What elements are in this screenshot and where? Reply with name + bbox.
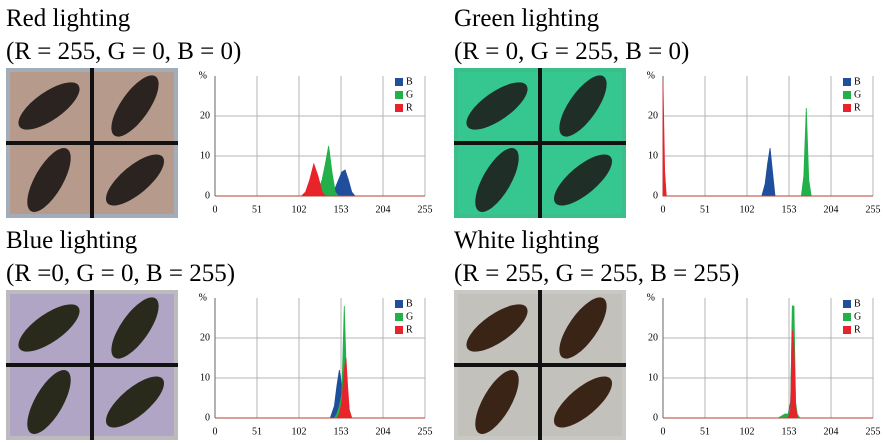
y-axis-label: % xyxy=(199,70,207,81)
y-tick-label: 0 xyxy=(653,190,658,201)
y-tick-label: 10 xyxy=(648,372,658,383)
x-tick-label: 51 xyxy=(700,204,710,215)
legend-swatch xyxy=(395,78,403,86)
legend-label: G xyxy=(406,311,413,322)
legend-label: B xyxy=(406,76,413,87)
y-tick-label: 0 xyxy=(205,412,210,423)
x-tick-label: 153 xyxy=(782,204,797,215)
panel: Red lighting(R = 255, G = 0, B = 0)01020… xyxy=(6,5,433,218)
x-tick-label: 153 xyxy=(334,204,349,215)
legend-swatch xyxy=(843,104,851,112)
y-tick-label: 20 xyxy=(200,110,210,121)
histogram-area xyxy=(663,148,873,196)
x-tick-label: 255 xyxy=(418,426,433,437)
panel: Blue lighting(R =0, G = 0, B = 255)01020… xyxy=(6,227,433,440)
legend-swatch xyxy=(395,313,403,321)
x-tick-label: 204 xyxy=(376,426,391,437)
panel-title: White lighting xyxy=(454,227,600,254)
legend-swatch xyxy=(395,104,403,112)
panel: Green lighting (R = 0, G = 255, B = 0) 0 10… xyxy=(454,5,881,218)
x-tick-label: 255 xyxy=(866,204,881,215)
x-tick-label: 204 xyxy=(824,204,839,215)
panel-subtitle: (R = 255, G = 255, B = 255) xyxy=(454,260,739,287)
legend-label: G xyxy=(854,311,861,322)
y-tick-label: 10 xyxy=(200,150,210,161)
x-tick-label: 0 xyxy=(213,204,218,215)
histogram-area xyxy=(663,322,873,418)
panel-title: Red lighting xyxy=(6,5,131,32)
histogram-area xyxy=(215,370,425,418)
legend-swatch xyxy=(395,300,403,308)
legend-label: R xyxy=(406,324,413,335)
x-tick-label: 102 xyxy=(740,204,755,215)
y-tick-label: 20 xyxy=(648,110,658,121)
panel-subtitle: (R =0, G = 0, B = 255) xyxy=(6,260,235,287)
legend-swatch xyxy=(843,326,851,334)
x-tick-label: 255 xyxy=(866,426,881,437)
photo-frame-h xyxy=(6,141,178,145)
y-axis-label: % xyxy=(199,292,207,303)
legend-label: R xyxy=(854,102,861,113)
histogram-area xyxy=(215,358,425,418)
y-tick-label: 20 xyxy=(200,332,210,343)
legend-label: G xyxy=(854,89,861,100)
legend-swatch xyxy=(843,78,851,86)
panel-subtitle: (R = 0, G = 255, B = 0) xyxy=(454,38,689,65)
x-tick-label: 51 xyxy=(252,204,262,215)
legend-label: R xyxy=(854,324,861,335)
y-tick-label: 10 xyxy=(200,372,210,383)
histogram-area xyxy=(215,164,425,196)
legend-swatch xyxy=(843,300,851,308)
panel-title: Blue lighting xyxy=(6,227,138,254)
panel: White lighting (R = 255, G = 255, B = 255… xyxy=(454,227,881,440)
x-tick-label: 204 xyxy=(824,426,839,437)
panel-subtitle: (R = 255, G = 0, B = 0) xyxy=(6,38,241,65)
y-tick-label: 10 xyxy=(648,150,658,161)
y-tick-label: 20 xyxy=(648,332,658,343)
y-axis-label: % xyxy=(647,292,655,303)
legend-swatch xyxy=(843,91,851,99)
legend-label: B xyxy=(406,298,413,309)
histogram-area xyxy=(663,306,873,418)
histogram-area xyxy=(215,306,425,418)
legend-label: B xyxy=(854,76,861,87)
x-tick-label: 255 xyxy=(418,204,433,215)
legend-label: G xyxy=(406,89,413,100)
x-tick-label: 51 xyxy=(700,426,710,437)
x-tick-label: 51 xyxy=(252,426,262,437)
y-axis-label: % xyxy=(647,70,655,81)
x-tick-label: 153 xyxy=(334,426,349,437)
y-tick-label: 0 xyxy=(205,190,210,201)
y-tick-label: 0 xyxy=(653,412,658,423)
histogram-area xyxy=(663,330,873,418)
panel-title: Green lighting xyxy=(454,5,600,32)
photo-frame-h xyxy=(454,363,626,367)
legend-label: B xyxy=(854,298,861,309)
legend-swatch xyxy=(843,313,851,321)
x-tick-label: 102 xyxy=(292,204,307,215)
photo-frame-h xyxy=(454,141,626,145)
x-tick-label: 102 xyxy=(740,426,755,437)
figure: Red lighting(R = 255, G = 0, B = 0)01020… xyxy=(0,0,883,443)
legend-swatch xyxy=(395,91,403,99)
x-tick-label: 0 xyxy=(661,204,666,215)
x-tick-label: 102 xyxy=(292,426,307,437)
x-tick-label: 153 xyxy=(782,426,797,437)
legend-swatch xyxy=(395,326,403,334)
x-tick-label: 204 xyxy=(376,204,391,215)
photo-frame-h xyxy=(6,363,178,367)
x-tick-label: 0 xyxy=(213,426,218,437)
legend-label: R xyxy=(406,102,413,113)
x-tick-label: 0 xyxy=(661,426,666,437)
